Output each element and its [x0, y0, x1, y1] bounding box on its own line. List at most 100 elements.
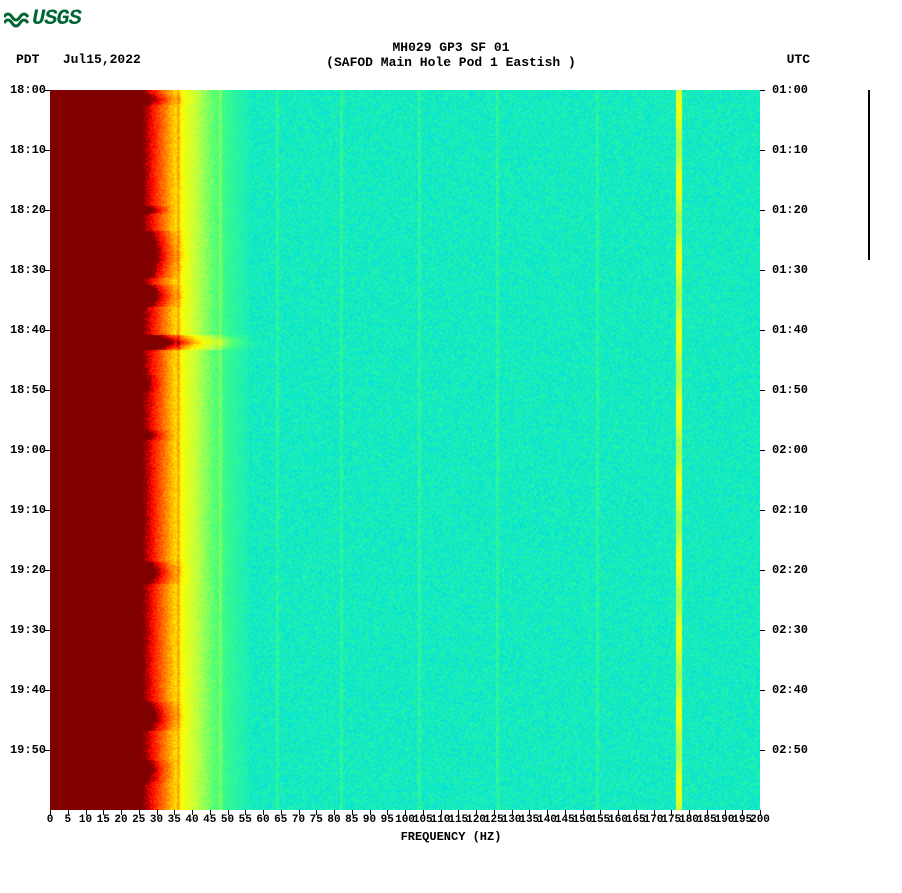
tick-mark [618, 810, 619, 815]
tick-mark [263, 810, 264, 815]
tick-mark [583, 810, 584, 815]
tick-mark [281, 810, 282, 815]
usgs-logo: USGS [4, 6, 81, 31]
tick-mark [423, 810, 424, 815]
x-tick: 60 [256, 814, 269, 826]
header-right: UTC [787, 52, 810, 67]
tick-mark [45, 750, 50, 751]
tick-mark [529, 810, 530, 815]
tick-mark [68, 810, 69, 815]
tick-mark [636, 810, 637, 815]
wave-icon [4, 9, 30, 29]
tick-mark [352, 810, 353, 815]
tick-mark [760, 450, 765, 451]
x-tick: 70 [292, 814, 305, 826]
y-left-tick: 18:20 [2, 203, 46, 217]
tick-mark [671, 810, 672, 815]
tick-mark [45, 570, 50, 571]
x-tick: 85 [345, 814, 358, 826]
y-left-tick: 18:50 [2, 383, 46, 397]
tick-mark [565, 810, 566, 815]
right-tz: UTC [787, 52, 810, 67]
tick-mark [103, 810, 104, 815]
x-tick: 40 [185, 814, 198, 826]
tick-mark [370, 810, 371, 815]
tick-mark [742, 810, 743, 815]
tick-mark [760, 270, 765, 271]
tick-mark [725, 810, 726, 815]
tick-mark [760, 690, 765, 691]
y-left-tick: 19:50 [2, 743, 46, 757]
x-tick: 45 [203, 814, 216, 826]
tick-mark [760, 750, 765, 751]
date: Jul15,2022 [63, 52, 141, 67]
tick-mark [689, 810, 690, 815]
tick-mark [45, 690, 50, 691]
tick-mark [45, 90, 50, 91]
tick-mark [600, 810, 601, 815]
x-tick: 20 [114, 814, 127, 826]
tick-mark [316, 810, 317, 815]
tick-mark [157, 810, 158, 815]
y-left-tick: 19:20 [2, 563, 46, 577]
tick-mark [760, 810, 761, 815]
tick-mark [228, 810, 229, 815]
tick-mark [45, 210, 50, 211]
tick-mark [654, 810, 655, 815]
tick-mark [405, 810, 406, 815]
tick-mark [387, 810, 388, 815]
y-right-tick: 02:20 [772, 563, 822, 577]
side-marker-bar [868, 90, 870, 260]
tick-mark [760, 570, 765, 571]
x-tick: 75 [310, 814, 323, 826]
left-tz: PDT [16, 52, 39, 67]
tick-mark [760, 630, 765, 631]
header-left: PDT Jul15,2022 [16, 52, 141, 67]
x-tick: 55 [239, 814, 252, 826]
logo-text: USGS [32, 6, 81, 31]
spectrogram-plot [50, 90, 760, 810]
x-tick: 30 [150, 814, 163, 826]
tick-mark [192, 810, 193, 815]
tick-mark [760, 150, 765, 151]
x-axis-label: FREQUENCY (HZ) [0, 830, 902, 844]
x-tick: 90 [363, 814, 376, 826]
y-left-tick: 18:30 [2, 263, 46, 277]
tick-mark [45, 150, 50, 151]
tick-mark [45, 390, 50, 391]
tick-mark [760, 90, 765, 91]
tick-mark [512, 810, 513, 815]
y-left-tick: 19:10 [2, 503, 46, 517]
tick-mark [458, 810, 459, 815]
y-right-tick: 01:30 [772, 263, 822, 277]
tick-mark [245, 810, 246, 815]
y-right-tick: 02:40 [772, 683, 822, 697]
tick-mark [494, 810, 495, 815]
y-left-tick: 18:10 [2, 143, 46, 157]
tick-mark [45, 330, 50, 331]
tick-mark [334, 810, 335, 815]
tick-mark [707, 810, 708, 815]
x-tick: 0 [47, 814, 54, 826]
x-tick: 80 [327, 814, 340, 826]
x-tick: 15 [97, 814, 110, 826]
tick-mark [45, 450, 50, 451]
tick-mark [547, 810, 548, 815]
x-tick: 10 [79, 814, 92, 826]
tick-mark [760, 210, 765, 211]
tick-mark [45, 270, 50, 271]
tick-mark [139, 810, 140, 815]
y-left-tick: 18:40 [2, 323, 46, 337]
tick-mark [45, 510, 50, 511]
y-right-tick: 02:50 [772, 743, 822, 757]
x-tick: 5 [64, 814, 71, 826]
x-tick: 95 [381, 814, 394, 826]
y-left-tick: 19:00 [2, 443, 46, 457]
tick-mark [86, 810, 87, 815]
x-tick: 200 [750, 814, 770, 826]
tick-mark [50, 810, 51, 815]
x-tick: 35 [168, 814, 181, 826]
tick-mark [760, 510, 765, 511]
x-tick: 25 [132, 814, 145, 826]
y-right-tick: 01:40 [772, 323, 822, 337]
